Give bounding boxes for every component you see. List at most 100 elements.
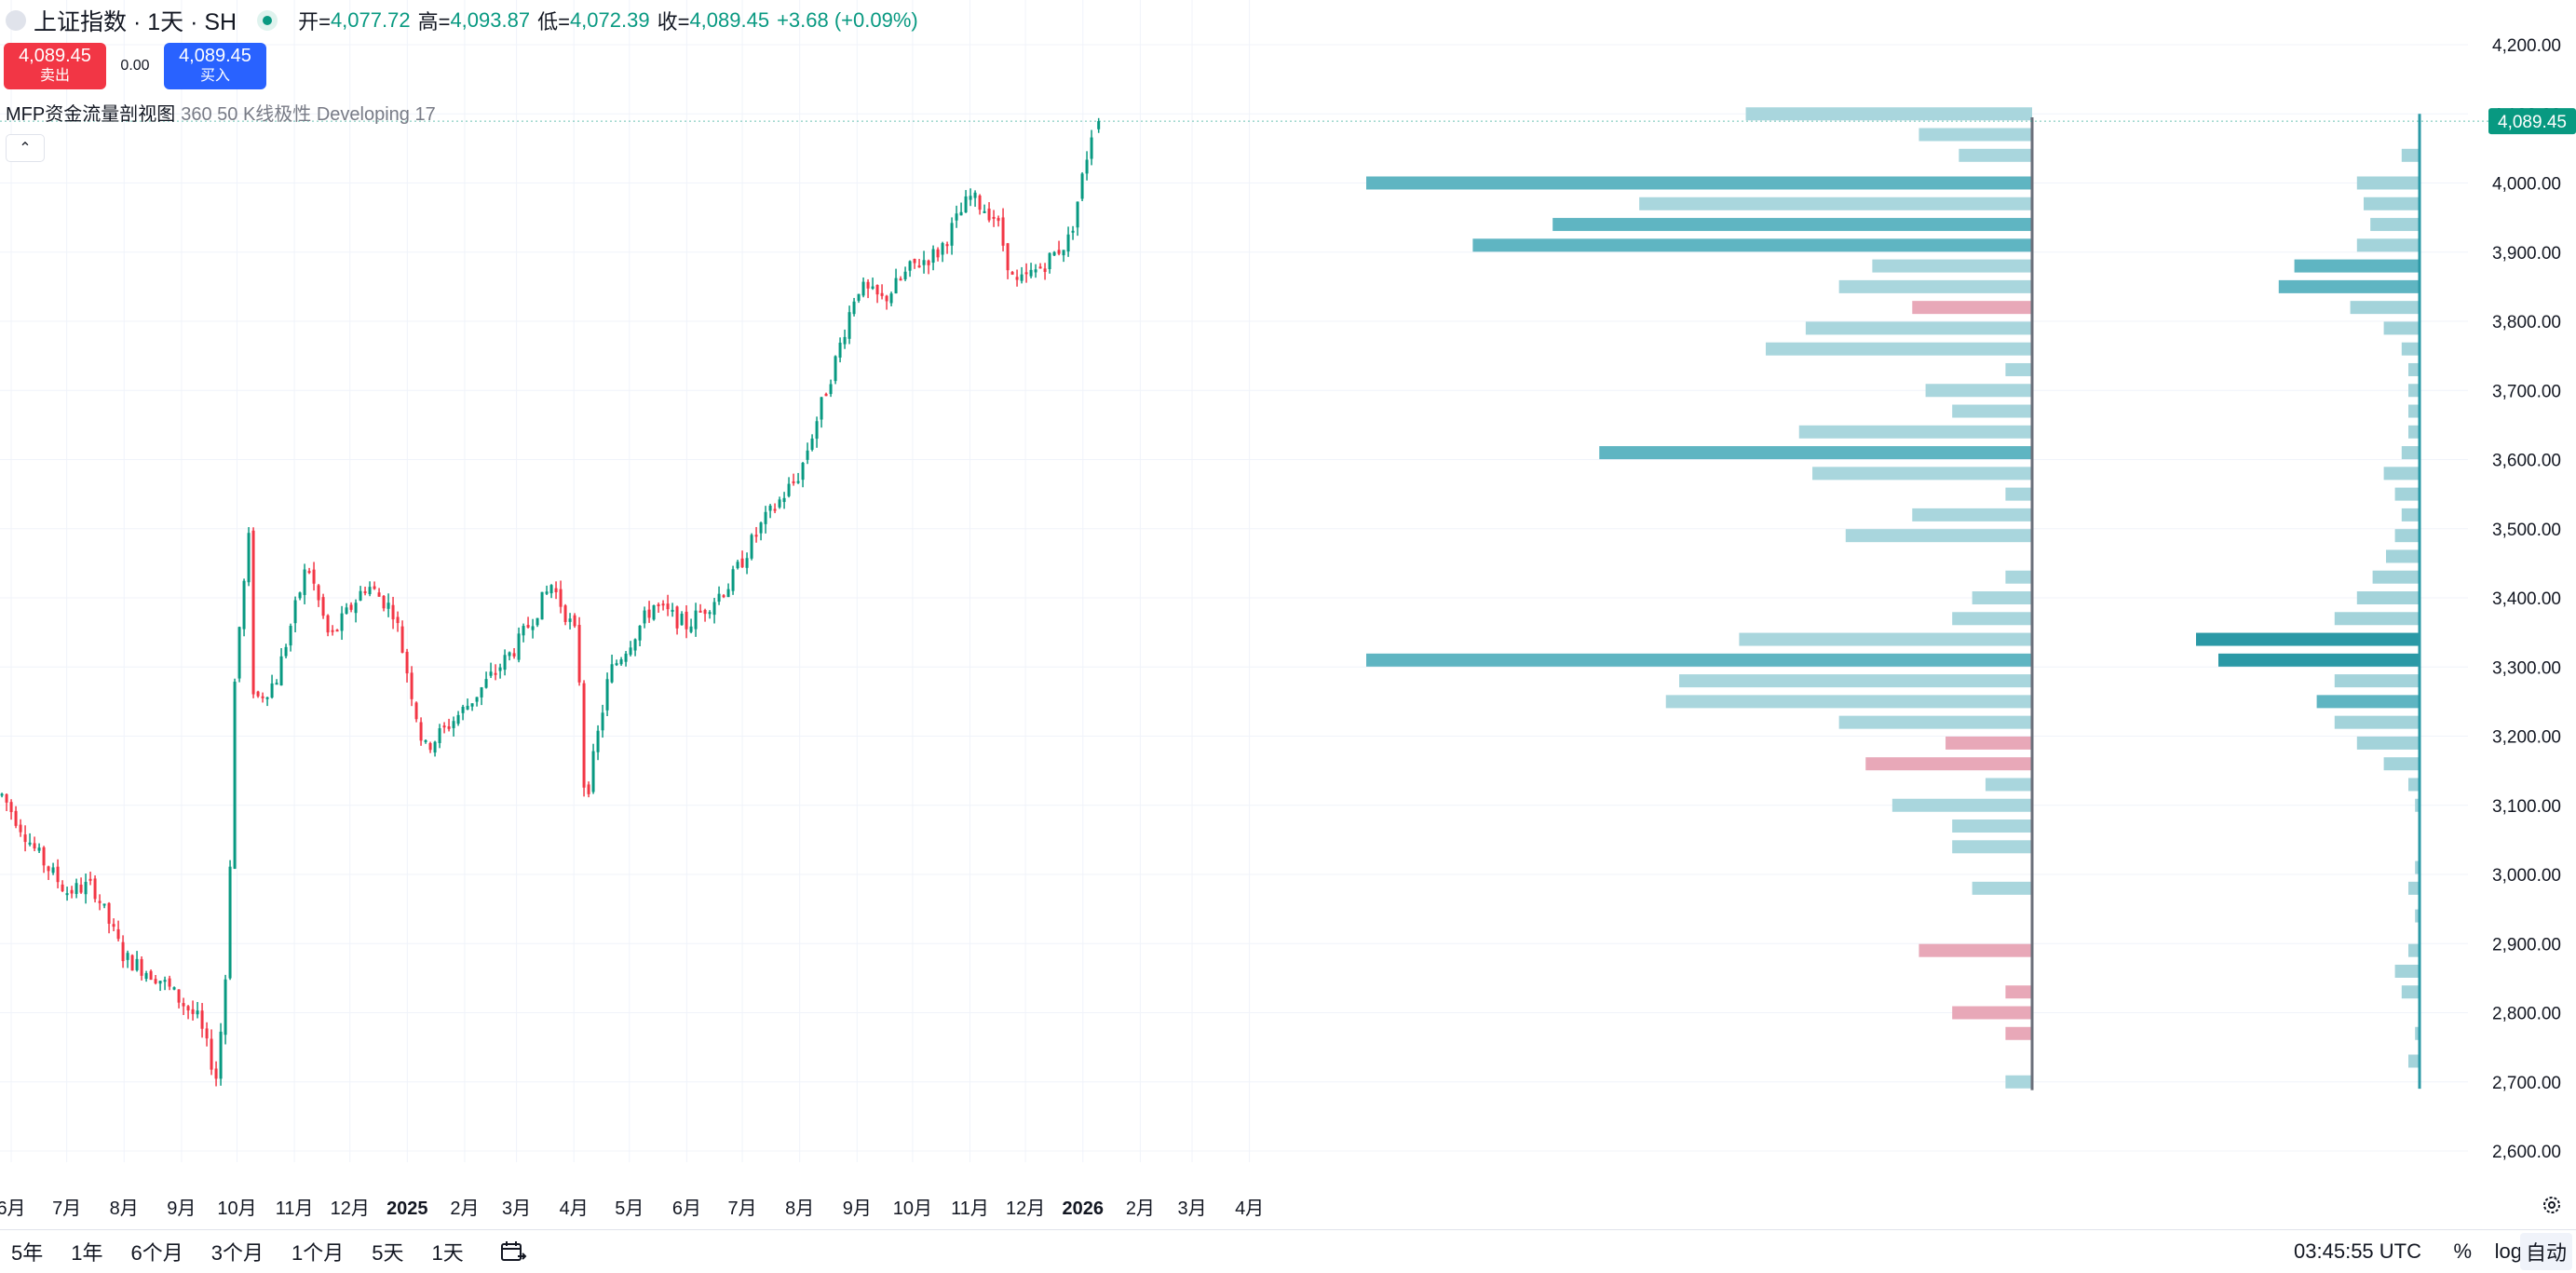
- candle-body: [782, 497, 786, 503]
- range-5y-button[interactable]: 5年: [11, 1241, 44, 1265]
- time-tick-label: 7月: [52, 1199, 81, 1219]
- candle-body: [98, 901, 102, 903]
- candle-body: [23, 834, 27, 843]
- candle-body: [279, 656, 283, 686]
- candle-body: [824, 393, 828, 397]
- candle-body: [14, 810, 18, 826]
- candle-body: [768, 506, 772, 511]
- candle-body: [1090, 137, 1093, 159]
- candle-body: [917, 265, 921, 268]
- candle-body: [903, 271, 907, 279]
- percent-scale-toggle[interactable]: %: [2453, 1239, 2472, 1263]
- candle-body: [247, 533, 251, 583]
- range-1d-button[interactable]: 1天: [431, 1241, 464, 1265]
- candle-body: [591, 751, 595, 792]
- time-tick-label: 12月: [331, 1199, 370, 1219]
- candle-body: [619, 659, 623, 665]
- settings-gear-icon[interactable]: [2541, 1194, 2563, 1216]
- time-tick-label: 2月: [450, 1199, 479, 1219]
- candlestick-series: [0, 117, 1101, 1087]
- candle-body: [861, 281, 865, 296]
- candle-body: [652, 605, 656, 620]
- profile-bar: [2408, 881, 2420, 895]
- candle-body: [321, 597, 325, 616]
- profile-bar: [2394, 964, 2420, 978]
- candle-body: [517, 633, 521, 660]
- symbol-title[interactable]: 上证指数 · 1天 · SH: [34, 9, 237, 35]
- candle-body: [726, 589, 730, 598]
- profile-bar: [1665, 695, 2032, 709]
- candle-body: [983, 210, 986, 213]
- last-price-marker: 4,089.45: [0, 108, 2576, 135]
- candle-body: [154, 979, 157, 984]
- candle-body: [829, 384, 833, 395]
- time-tick-label: 12月: [1006, 1199, 1045, 1219]
- auto-scale-toggle[interactable]: 自动: [2519, 1233, 2572, 1270]
- candle-body: [200, 1010, 204, 1029]
- candle-body: [1029, 269, 1033, 277]
- range-1y-button[interactable]: 1年: [71, 1241, 103, 1265]
- range-6m-button[interactable]: 6个月: [130, 1241, 183, 1265]
- profile-bar: [1766, 342, 2032, 356]
- candle-body: [503, 655, 507, 670]
- candle-body: [233, 681, 237, 869]
- price-tick-label: 4,200.00: [2492, 36, 2561, 56]
- last-price-badge: [2488, 108, 2576, 135]
- candle-body: [438, 728, 441, 743]
- candle-body: [191, 1009, 195, 1014]
- candle-body: [391, 604, 395, 620]
- candle-body: [144, 972, 148, 980]
- utc-clock[interactable]: 03:45:55 UTC: [2294, 1239, 2421, 1263]
- candle-body: [750, 535, 753, 559]
- symbol-legend: 上证指数 · 1天 · SH 开= 4,077.72 高= 4,093.87 低…: [6, 6, 918, 35]
- profile-bar: [1552, 218, 2032, 232]
- candle-body: [335, 630, 339, 632]
- price-tick-label: 3,100.00: [2492, 797, 2561, 817]
- range-3m-button[interactable]: 3个月: [210, 1241, 264, 1265]
- candle-body: [708, 612, 712, 615]
- candle-body: [773, 508, 777, 511]
- log-scale-toggle[interactable]: log: [2494, 1239, 2522, 1263]
- candle-body: [857, 293, 861, 301]
- candle-body: [452, 721, 455, 728]
- candle-body: [931, 249, 935, 264]
- candle-body: [1097, 121, 1101, 129]
- calendar-range-icon[interactable]: [499, 1240, 527, 1263]
- candle-body: [293, 600, 297, 624]
- profile-bar: [2294, 259, 2420, 273]
- candle-body: [927, 260, 930, 265]
- candle-body: [647, 609, 651, 618]
- range-1m-button[interactable]: 1个月: [291, 1241, 345, 1265]
- candle-body: [838, 342, 842, 359]
- candle-body: [531, 626, 535, 630]
- profile-bar: [2394, 529, 2420, 543]
- profile-bar: [2370, 218, 2420, 232]
- candle-body: [894, 278, 898, 294]
- candle-body: [959, 211, 963, 216]
- candle-body: [149, 970, 153, 981]
- sell-button[interactable]: 4,089.45 卖出: [4, 43, 106, 89]
- candle-body: [340, 613, 344, 631]
- candle-body: [563, 605, 567, 622]
- candle-body: [470, 703, 474, 707]
- profile-bar: [1812, 467, 2032, 481]
- indicator-legend[interactable]: MFP资金流量剖视图 360 50 K线极性 Developing 17: [6, 99, 436, 126]
- time-tick-label: 3月: [1177, 1199, 1206, 1219]
- profile-bar: [2401, 342, 2420, 356]
- candle-body: [596, 730, 600, 752]
- profile-bar: [1946, 736, 2032, 750]
- symbol-icon[interactable]: [6, 10, 26, 31]
- profile-bar: [1872, 259, 2032, 273]
- profile-bar: [1366, 653, 2032, 667]
- range-5d-button[interactable]: 5天: [372, 1241, 404, 1265]
- candle-body: [1034, 269, 1037, 273]
- main-chart[interactable]: 4,200.004,100.004,000.003,900.003,800.00…: [0, 0, 2576, 1227]
- candle-body: [354, 603, 358, 614]
- candle-body: [396, 616, 400, 624]
- candle-body: [866, 281, 870, 289]
- profile-bar: [2334, 674, 2420, 688]
- candle-body: [317, 585, 320, 601]
- collapse-chevron-icon[interactable]: ⌃: [6, 134, 45, 162]
- buy-button[interactable]: 4,089.45 买入: [164, 43, 266, 89]
- profile-bar: [2401, 446, 2420, 460]
